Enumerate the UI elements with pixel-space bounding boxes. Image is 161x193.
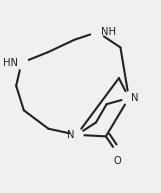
Text: O: O (114, 156, 121, 166)
Text: HN: HN (3, 58, 18, 68)
Text: N: N (67, 130, 74, 140)
Text: N: N (131, 93, 139, 103)
Text: NH: NH (101, 27, 116, 37)
